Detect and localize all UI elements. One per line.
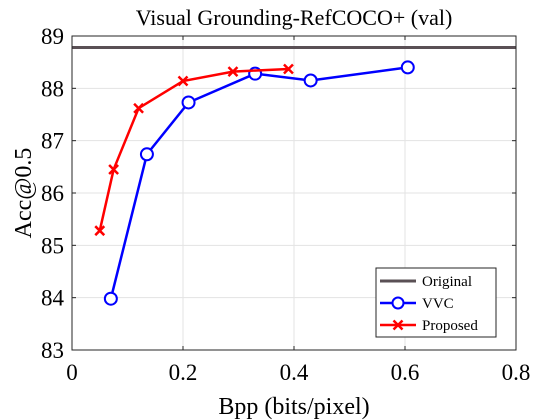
y-axis-label: Acc@0.5 bbox=[11, 148, 37, 239]
series-line-vvc bbox=[109, 66, 408, 300]
legend-marker-proposed bbox=[392, 319, 404, 331]
series-vvc bbox=[103, 60, 415, 306]
x-tick-labels: 0 0.2 0.4 0.6 0.8 bbox=[66, 360, 530, 385]
x-tick-label: 0.6 bbox=[391, 360, 420, 385]
data-point-vvc bbox=[139, 147, 154, 162]
y-tick-label: 87 bbox=[41, 129, 64, 154]
y-tick-label: 86 bbox=[41, 181, 64, 206]
y-tick-label: 85 bbox=[41, 233, 64, 258]
x-axis-label: Bpp (bits/pixel) bbox=[218, 394, 369, 420]
y-tick-label: 84 bbox=[41, 286, 65, 311]
data-point-proposed bbox=[227, 66, 239, 77]
x-tick-label: 0.8 bbox=[502, 360, 531, 385]
data-point-vvc bbox=[103, 291, 118, 306]
data-point-vvc bbox=[303, 73, 318, 88]
plot-frame bbox=[71, 35, 517, 351]
legend-item-original: Original bbox=[380, 274, 472, 290]
legend: Original VVC Proposed bbox=[375, 267, 497, 338]
data-point-proposed bbox=[177, 75, 189, 87]
legend-label-original: Original bbox=[422, 274, 472, 290]
legend-label-vvc: VVC bbox=[422, 296, 454, 312]
legend-items: Original VVC Proposed bbox=[380, 274, 478, 334]
x-tick-label: 0.4 bbox=[280, 360, 309, 385]
data-point-proposed bbox=[283, 63, 294, 75]
y-tick-label: 83 bbox=[41, 338, 64, 363]
chart-title: Visual Grounding-RefCOCO+ (val) bbox=[136, 5, 453, 30]
data-point-vvc bbox=[181, 95, 196, 110]
series-proposed bbox=[94, 63, 294, 237]
data-point-proposed bbox=[108, 164, 120, 175]
y-tick-label: 88 bbox=[41, 76, 64, 101]
legend-item-proposed: Proposed bbox=[380, 318, 478, 334]
legend-marker-vvc bbox=[391, 296, 405, 310]
x-tick-label: 0.2 bbox=[169, 360, 198, 385]
legend-item-vvc: VVC bbox=[380, 296, 454, 312]
data-point-vvc bbox=[400, 60, 415, 75]
y-tick-label: 89 bbox=[41, 24, 64, 49]
x-tick-label: 0 bbox=[66, 360, 78, 385]
grid bbox=[71, 35, 517, 351]
data-point-proposed bbox=[133, 102, 144, 114]
y-tick-labels: 83 84 85 86 87 88 89 bbox=[41, 24, 65, 363]
series-layer bbox=[94, 60, 415, 306]
data-point-proposed bbox=[94, 225, 106, 237]
legend-label-proposed: Proposed bbox=[422, 318, 478, 334]
series-line-proposed bbox=[98, 67, 289, 231]
